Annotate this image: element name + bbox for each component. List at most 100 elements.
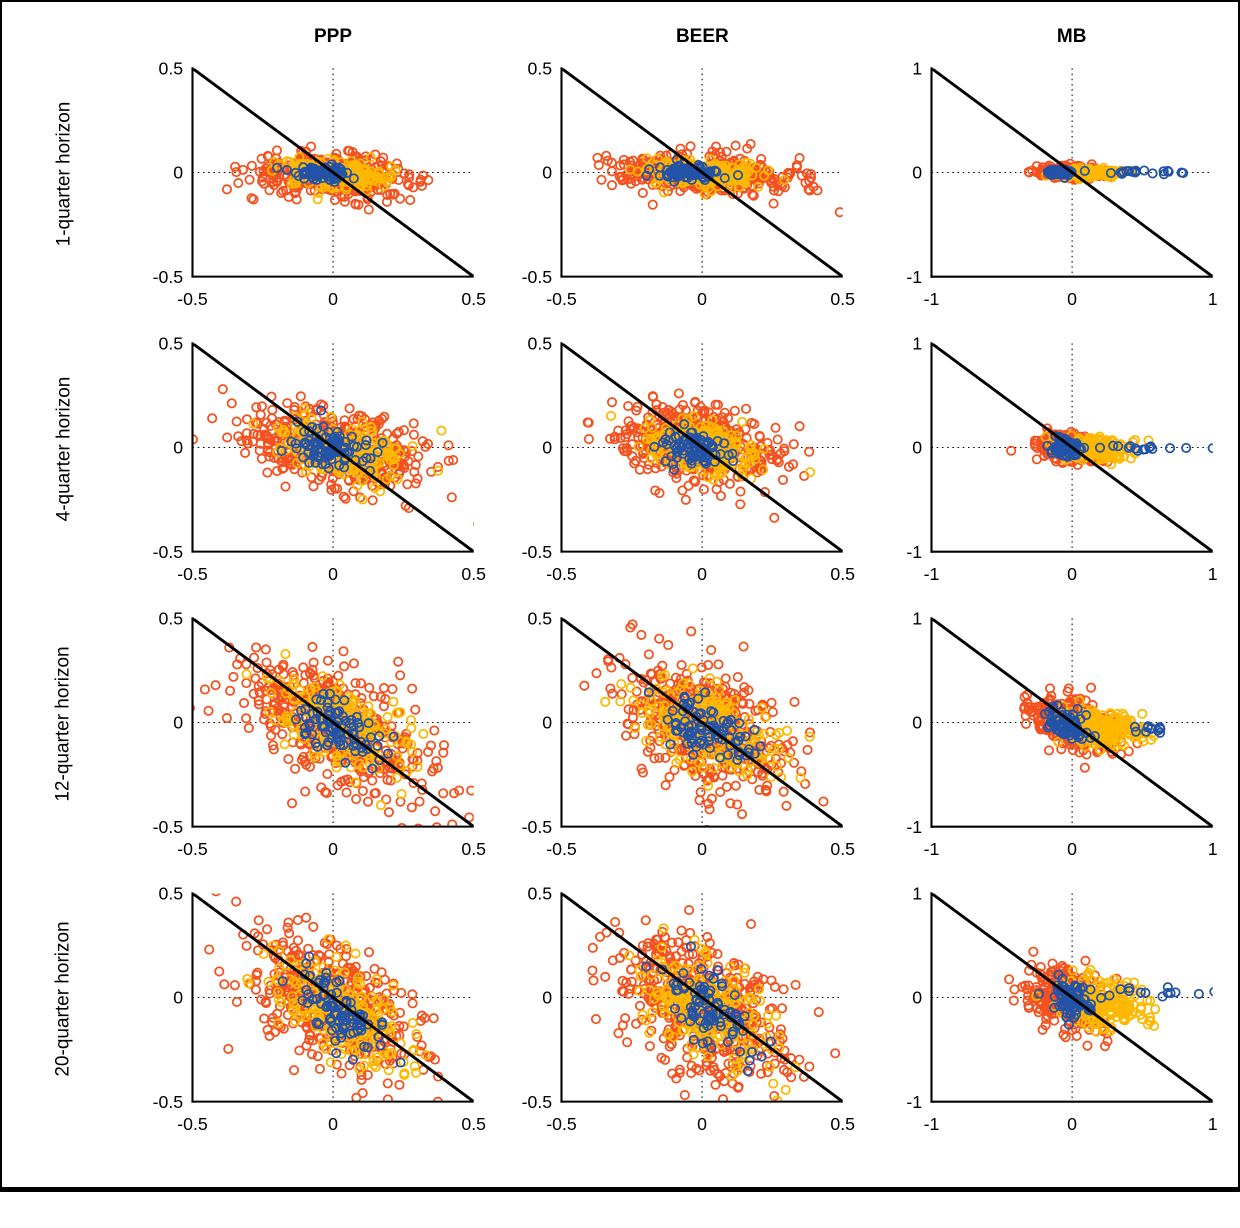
x-tick-label: 0 — [698, 289, 708, 309]
scatter-plot-svg: 0.5 0 -0.5-0.5 0 0.5 — [153, 335, 487, 584]
scatter-plot-svg: 0.5 0 -0.5-0.5 0 0.5 — [153, 885, 487, 1134]
row-header-1-quarter: 1-quarter horizon — [8, 60, 120, 333]
x-tick-label: -0.5 — [547, 1113, 578, 1133]
y-tick-label: 0.5 — [528, 885, 553, 904]
x-tick-label: 0 — [698, 564, 708, 584]
y-tick-label: 1 — [912, 335, 922, 354]
x-tick-label: 0 — [698, 1113, 708, 1133]
y-tick-label: 0 — [173, 713, 183, 733]
y-tick-label: -0.5 — [522, 1092, 553, 1112]
x-tick-label: 0 — [1067, 839, 1077, 859]
panel-mb-12-quarter: 1 0 -1 -1 0 1 — [869, 610, 1228, 883]
diagonal-reference-line — [931, 893, 1213, 1102]
x-tick-label: 0 — [328, 564, 338, 584]
y-tick-label: 0.5 — [528, 610, 553, 629]
x-tick-label: 0.5 — [461, 289, 486, 309]
x-tick-label: 0.5 — [461, 1113, 486, 1133]
y-tick-label: -0.5 — [153, 817, 184, 837]
diagonal-reference-line — [931, 343, 1213, 552]
y-tick-label: 0.5 — [528, 60, 553, 79]
x-tick-label: 0.5 — [461, 839, 486, 859]
diagonal-reference-line — [192, 343, 474, 552]
row-label-20-quarter: 20-quarter horizon — [53, 921, 75, 1077]
diagonal-reference-line — [192, 893, 474, 1102]
x-tick-label: -0.5 — [177, 839, 208, 859]
x-tick-label: -0.5 — [547, 564, 578, 584]
x-tick-label: 1 — [1207, 1113, 1217, 1133]
diagonal-reference-line — [561, 68, 844, 277]
y-tick-label: 0 — [543, 713, 553, 733]
x-tick-label: 1 — [1207, 564, 1217, 584]
x-tick-label: -1 — [923, 564, 939, 584]
series-blue-points — [1042, 164, 1077, 183]
row-label-12-quarter: 12-quarter horizon — [53, 646, 75, 802]
y-tick-label: -1 — [906, 817, 922, 837]
y-tick-label: -1 — [906, 267, 922, 287]
panel-beer-4-quarter: 0.5 0 -0.5 -0.5 0 0.5 — [499, 335, 858, 608]
x-tick-label: 0 — [698, 839, 708, 859]
x-tick-label: 0 — [328, 839, 338, 859]
panel-mb-1-quarter: 1 0 -1 -1 0 1 — [869, 60, 1228, 333]
plot-grid: PPP BEER MB 1-quarter horizon 0.5 0 -0.5 -0… — [8, 26, 1228, 1158]
panel-ppp-20-quarter: 0.5 0 -0.5 -0.5 0 0.5 — [130, 885, 489, 1158]
x-tick-label: -0.5 — [177, 564, 208, 584]
x-tick-label: 0 — [328, 1113, 338, 1133]
x-tick-label: 0.5 — [461, 564, 486, 584]
y-tick-label: 0 — [543, 987, 553, 1007]
y-tick-label: -0.5 — [153, 267, 184, 287]
row-header-20-quarter: 20-quarter horizon — [8, 885, 120, 1158]
column-header-mb: MB — [869, 26, 1228, 58]
diagonal-reference-line — [931, 68, 1213, 277]
y-tick-label: 0.5 — [159, 610, 184, 629]
diagonal-reference-line — [561, 618, 844, 827]
x-tick-label: 1 — [1207, 289, 1217, 309]
x-tick-label: 0 — [1067, 289, 1077, 309]
series-blue-outliers-points — [1078, 440, 1213, 456]
panel-beer-1-quarter: 0.5 0 -0.5 -0.5 0 0.5 — [499, 60, 858, 333]
scatter-plot-svg: 1 0 -1-1 0 1 — [906, 610, 1217, 859]
diagonal-reference-line — [192, 618, 474, 827]
column-header-beer: BEER — [499, 26, 858, 58]
y-tick-label: 0 — [173, 438, 183, 458]
x-tick-label: 0 — [1067, 1113, 1077, 1133]
scatter-plot-svg: 0.5 0 -0.5-0.5 0 0.5 — [153, 610, 487, 859]
panel-ppp-12-quarter: 0.5 0 -0.5 -0.5 0 0.5 — [130, 610, 489, 883]
panel-ppp-1-quarter: 0.5 0 -0.5 -0.5 0 0.5 — [130, 60, 489, 333]
x-tick-label: 0 — [328, 289, 338, 309]
y-tick-label: 0 — [912, 713, 922, 733]
x-tick-label: -1 — [923, 289, 939, 309]
scatter-plot-svg: 1 0 -1-1 0 1 — [906, 335, 1217, 584]
y-tick-label: -0.5 — [522, 542, 553, 562]
x-tick-label: 0.5 — [831, 289, 856, 309]
panel-beer-12-quarter: 0.5 0 -0.5 -0.5 0 0.5 — [499, 610, 858, 883]
y-tick-label: 0 — [912, 163, 922, 183]
diagonal-reference-line — [561, 343, 844, 552]
column-title-mb: MB — [1056, 26, 1087, 47]
y-tick-label: 1 — [912, 60, 922, 79]
x-tick-label: -0.5 — [547, 839, 578, 859]
row-label-1-quarter: 1-quarter horizon — [53, 102, 75, 247]
scatter-plot-svg: 1 0 -1-1 0 1 — [906, 885, 1217, 1134]
y-tick-label: 0.5 — [159, 60, 184, 79]
y-tick-label: -1 — [906, 1092, 922, 1112]
row-header-12-quarter: 12-quarter horizon — [8, 610, 120, 883]
y-tick-label: -0.5 — [153, 1092, 184, 1112]
y-tick-label: 1 — [912, 885, 922, 904]
x-tick-label: -0.5 — [547, 289, 578, 309]
y-tick-label: 0.5 — [528, 335, 553, 354]
column-header-ppp: PPP — [130, 26, 489, 58]
scatter-plot-svg: 0.5 0 -0.5-0.5 0 0.5 — [522, 60, 856, 309]
series-blue-points — [276, 405, 388, 476]
series-blue-outliers-points — [1079, 165, 1188, 180]
y-tick-label: 0 — [173, 987, 183, 1007]
row-header-4-quarter: 4-quarter horizon — [8, 335, 120, 608]
x-tick-label: 1 — [1207, 839, 1217, 859]
panel-mb-4-quarter: 1 0 -1 -1 0 1 — [869, 335, 1228, 608]
series-blue-points — [649, 419, 739, 475]
y-tick-label: 0.5 — [159, 885, 184, 904]
diagonal-reference-line — [931, 618, 1213, 827]
x-tick-label: 0.5 — [831, 1113, 856, 1133]
column-title-beer: BEER — [675, 26, 729, 47]
y-tick-label: 0 — [912, 987, 922, 1007]
series-blue-points — [1039, 700, 1100, 744]
